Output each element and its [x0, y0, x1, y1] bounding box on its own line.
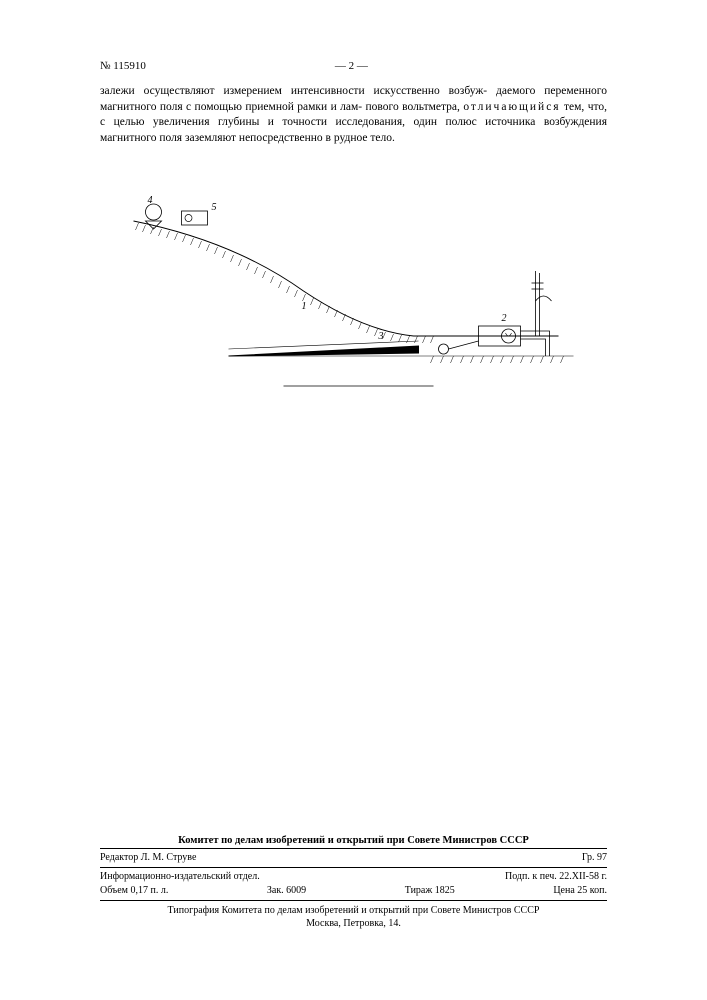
imprint-block: Комитет по делам изобретений и открытий …	[100, 835, 607, 930]
header-spacer	[557, 60, 607, 72]
text-line: магнитного поля заземляют непосредственн…	[100, 132, 395, 144]
typography-line1: Типография Комитета по делам изобретений…	[100, 904, 607, 917]
label-4: 4	[148, 195, 153, 206]
order-num: Зак. 6009	[267, 884, 306, 898]
label-1: 1	[302, 301, 307, 312]
text-line: пового вольтметра,	[366, 101, 464, 113]
technical-diagram: 4 5 1 3 2	[100, 181, 607, 401]
doc-number: № 115910	[100, 60, 146, 72]
typography-block: Типография Комитета по делам изобретений…	[100, 904, 607, 930]
editor-name: Редактор Л. М. Струве	[100, 851, 196, 865]
divider-thick	[100, 867, 607, 868]
text-line: залежи осуществляют измерением интенсивн…	[100, 85, 487, 97]
text-emphasis: отличающийся	[463, 101, 560, 113]
editor-row: Редактор Л. М. Струве Гр. 97	[100, 851, 607, 865]
divider	[100, 900, 607, 901]
group-number: Гр. 97	[582, 851, 607, 865]
committee-line: Комитет по делам изобретений и открытий …	[100, 835, 607, 846]
dept-row: Информационно-издательский отдел. Подп. …	[100, 870, 607, 884]
label-2: 2	[502, 313, 507, 324]
ground-hatching	[136, 223, 434, 343]
page-header: № 115910 — 2 —	[100, 60, 607, 72]
dept-name: Информационно-издательский отдел.	[100, 870, 260, 884]
text-line: глубины и точности исследования, один по…	[218, 116, 607, 128]
tirage: Тираж 1825	[405, 884, 455, 898]
lower-hatching	[431, 356, 564, 363]
divider	[100, 848, 607, 849]
sign-date: Подп. к печ. 22.XII-58 г.	[505, 870, 607, 884]
volume: Объем 0,17 п. л.	[100, 884, 168, 898]
page-number: — 2 —	[335, 60, 368, 72]
label-5: 5	[212, 202, 217, 213]
typography-line2: Москва, Петровка, 14.	[100, 917, 607, 930]
generator-setup	[439, 271, 552, 356]
body-paragraph: залежи осуществляют измерением интенсивн…	[100, 84, 607, 146]
voltmeter-device	[182, 211, 208, 225]
ground-surface-line	[134, 221, 559, 336]
page: № 115910 — 2 — залежи осуществляют измер…	[0, 0, 707, 1000]
label-3: 3	[378, 331, 384, 342]
price: Цена 25 коп.	[553, 884, 607, 898]
print-row: Объем 0,17 п. л. Зак. 6009 Тираж 1825 Це…	[100, 884, 607, 898]
